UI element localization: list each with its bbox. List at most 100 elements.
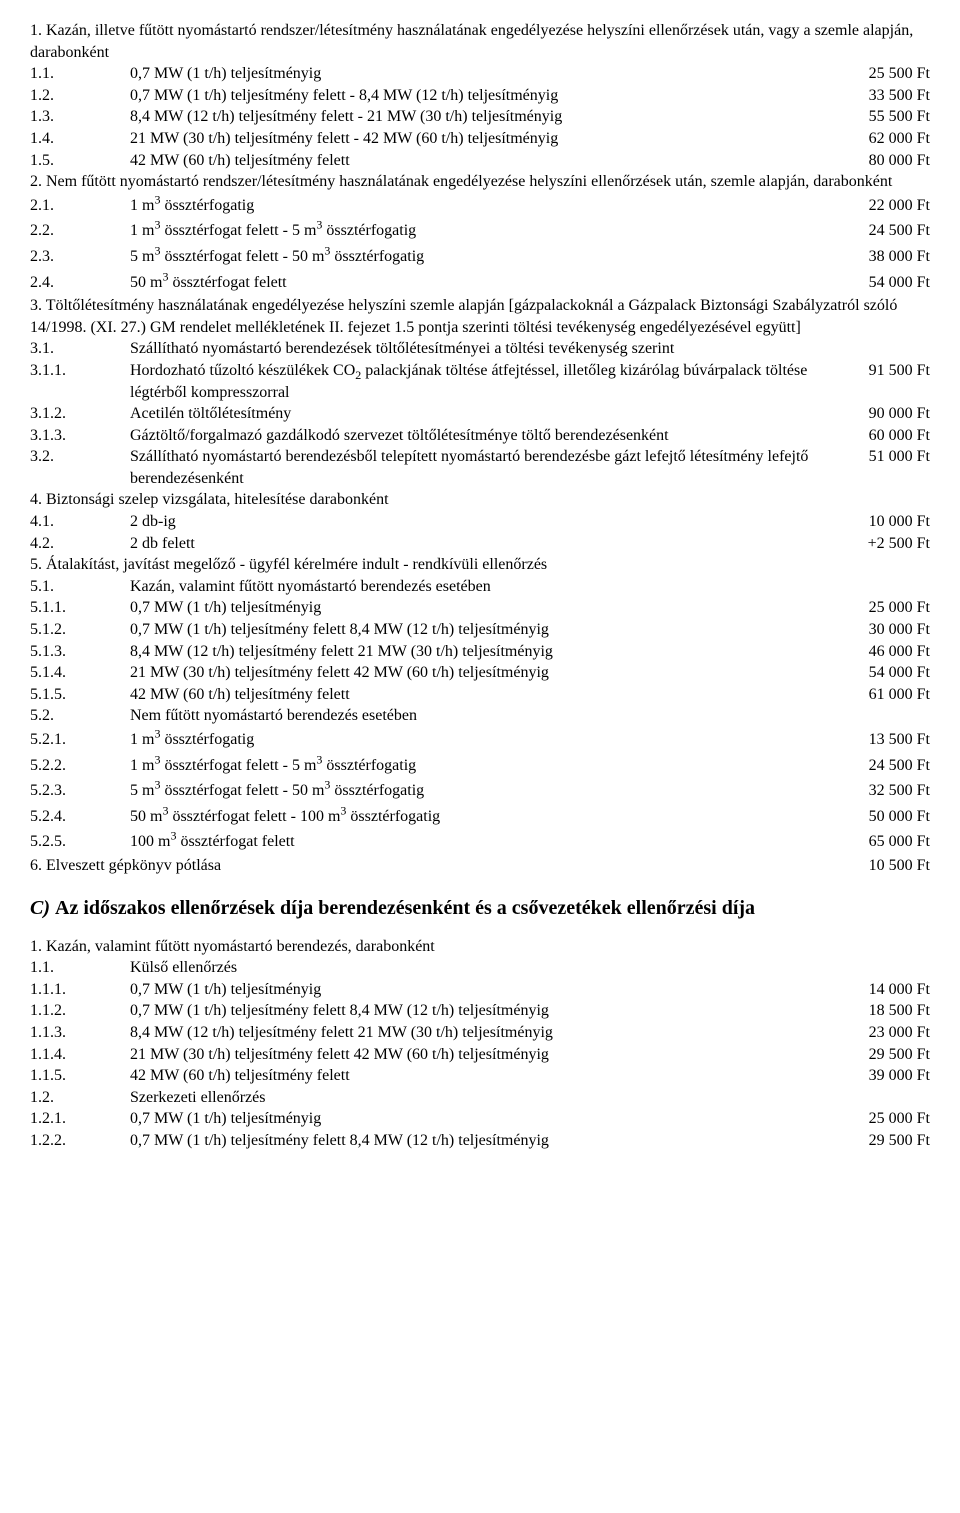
table-row: 3.1.2.Acetilén töltőlétesítmény90 000 Ft — [30, 403, 930, 425]
table-row: 1.2.2.0,7 MW (1 t/h) teljesítmény felett… — [30, 1130, 930, 1152]
row-text: Szerkezeti ellenőrzés — [130, 1087, 830, 1109]
row-6: 6. Elveszett gépkönyv pótlása 10 500 Ft — [30, 855, 930, 877]
row-text: 1 m3 össztérfogat felett - 5 m3 össztérf… — [130, 218, 830, 244]
row-price: 80 000 Ft — [830, 150, 930, 172]
row-price: 32 500 Ft — [830, 778, 930, 804]
row-price: 38 000 Ft — [830, 244, 930, 270]
row-num: 1.1.4. — [30, 1044, 130, 1066]
row-text: 5 m3 össztérfogat felett - 50 m3 össztér… — [130, 244, 830, 270]
row-price: +2 500 Ft — [830, 533, 930, 555]
table-row: 5.2.4.50 m3 össztérfogat felett - 100 m3… — [30, 804, 930, 830]
row-price: 62 000 Ft — [830, 128, 930, 150]
table-row: 1.1.1.0,7 MW (1 t/h) teljesítményig14 00… — [30, 979, 930, 1001]
row-text: 2 db-ig — [130, 511, 830, 533]
row-price: 10 000 Ft — [830, 511, 930, 533]
row-num: 3.1.2. — [30, 403, 130, 425]
row-num: 5.1.2. — [30, 619, 130, 641]
table-row: 5.2.3.5 m3 össztérfogat felett - 50 m3 ö… — [30, 778, 930, 804]
row-text: 1 m3 össztérfogatig — [130, 727, 830, 753]
section-3-intro: 3. Töltőlétesítmény használatának engedé… — [30, 295, 930, 338]
table-row: 1.1.2.0,7 MW (1 t/h) teljesítmény felett… — [30, 1000, 930, 1022]
heading-c-text: Az időszakos ellenőrzések díja berendezé… — [55, 897, 755, 919]
row-price: 23 000 Ft — [830, 1022, 930, 1044]
section-c-intro: 1. Kazán, valamint fűtött nyomástartó be… — [30, 936, 930, 958]
row-num: 1.5. — [30, 150, 130, 172]
row-text: 0,7 MW (1 t/h) teljesítmény felett - 8,4… — [130, 85, 830, 107]
row-num: 1.3. — [30, 106, 130, 128]
table-row: 2.1.1 m3 össztérfogatig22 000 Ft — [30, 193, 930, 219]
table-row: 4.2.2 db felett+2 500 Ft — [30, 533, 930, 555]
row-price: 25 000 Ft — [830, 1108, 930, 1130]
row-num: 1.2.2. — [30, 1130, 130, 1152]
row-price: 90 000 Ft — [830, 403, 930, 425]
row-num: 5.2.4. — [30, 804, 130, 830]
table-row: 1.1.4.21 MW (30 t/h) teljesítmény felett… — [30, 1044, 930, 1066]
row-price: 91 500 Ft — [830, 360, 930, 382]
table-row: 5.2.1.1 m3 össztérfogatig13 500 Ft — [30, 727, 930, 753]
row-num: 1.1.2. — [30, 1000, 130, 1022]
row-num: 1.1. — [30, 63, 130, 85]
row-num: 1.1.1. — [30, 979, 130, 1001]
row-c-1-2: 1.2. Szerkezeti ellenőrzés — [30, 1087, 930, 1109]
row-text: 21 MW (30 t/h) teljesítmény felett 42 MW… — [130, 662, 830, 684]
row-num: 5.2. — [30, 705, 130, 727]
row-text: 0,7 MW (1 t/h) teljesítmény felett 8,4 M… — [130, 1130, 830, 1152]
row-num: 3.1.3. — [30, 425, 130, 447]
row-price: 29 500 Ft — [830, 1044, 930, 1066]
row-price: 65 000 Ft — [830, 829, 930, 855]
row-text: 50 m3 össztérfogat felett — [130, 270, 830, 296]
row-num: 5.2.5. — [30, 829, 130, 855]
row-price: 54 000 Ft — [830, 270, 930, 296]
row-num: 4.1. — [30, 511, 130, 533]
table-row: 2.2.1 m3 össztérfogat felett - 5 m3 össz… — [30, 218, 930, 244]
table-row: 1.1.5.42 MW (60 t/h) teljesítmény felett… — [30, 1065, 930, 1087]
row-text: 0,7 MW (1 t/h) teljesítményig — [130, 597, 830, 619]
row-price: 18 500 Ft — [830, 1000, 930, 1022]
table-row: 1.5.42 MW (60 t/h) teljesítmény felett80… — [30, 150, 930, 172]
row-num: 5.1.4. — [30, 662, 130, 684]
row-text: Szállítható nyomástartó berendezések töl… — [130, 338, 830, 360]
row-3-1: 3.1. Szállítható nyomástartó berendezése… — [30, 338, 930, 360]
row-price: 54 000 Ft — [830, 662, 930, 684]
row-num: 5.1.5. — [30, 684, 130, 706]
row-num: 1.4. — [30, 128, 130, 150]
row-price: 24 500 Ft — [830, 218, 930, 244]
row-num: 4.2. — [30, 533, 130, 555]
row-text: 42 MW (60 t/h) teljesítmény felett — [130, 150, 830, 172]
row-price: 30 000 Ft — [830, 619, 930, 641]
row-price: 22 000 Ft — [830, 193, 930, 219]
row-num: 1.2.1. — [30, 1108, 130, 1130]
row-text: 5 m3 össztérfogat felett - 50 m3 össztér… — [130, 778, 830, 804]
section-5-intro: 5. Átalakítást, javítást megelőző - ügyf… — [30, 554, 930, 576]
row-5-2: 5.2. Nem fűtött nyomástartó berendezés e… — [30, 705, 930, 727]
row-num: 3.1.1. — [30, 360, 130, 382]
table-row: 1.2.0,7 MW (1 t/h) teljesítmény felett -… — [30, 85, 930, 107]
row-text: Külső ellenőrzés — [130, 957, 830, 979]
row-text: 6. Elveszett gépkönyv pótlása — [30, 855, 830, 877]
row-price: 10 500 Ft — [830, 855, 930, 877]
row-text: 0,7 MW (1 t/h) teljesítményig — [130, 1108, 830, 1130]
row-c-1-1: 1.1. Külső ellenőrzés — [30, 957, 930, 979]
row-text: 0,7 MW (1 t/h) teljesítmény felett 8,4 M… — [130, 619, 830, 641]
section-4-intro: 4. Biztonsági szelep vizsgálata, hiteles… — [30, 489, 930, 511]
row-num: 2.2. — [30, 218, 130, 244]
row-text: 21 MW (30 t/h) teljesítmény felett - 42 … — [130, 128, 830, 150]
row-text: 1 m3 össztérfogatig — [130, 193, 830, 219]
row-text: 0,7 MW (1 t/h) teljesítmény felett 8,4 M… — [130, 1000, 830, 1022]
row-num: 5.1. — [30, 576, 130, 598]
row-price: 33 500 Ft — [830, 85, 930, 107]
table-row: 2.3.5 m3 össztérfogat felett - 50 m3 öss… — [30, 244, 930, 270]
table-row: 1.1.3.8,4 MW (12 t/h) teljesítmény felet… — [30, 1022, 930, 1044]
row-text: 8,4 MW (12 t/h) teljesítmény felett - 21… — [130, 106, 830, 128]
table-row: 3.1.1.Hordozható tűzoltó készülékek CO2 … — [30, 360, 930, 403]
table-row: 5.2.5.100 m3 össztérfogat felett65 000 F… — [30, 829, 930, 855]
table-row: 1.4.21 MW (30 t/h) teljesítmény felett -… — [30, 128, 930, 150]
row-text: 1 m3 össztérfogat felett - 5 m3 össztérf… — [130, 753, 830, 779]
table-row: 5.1.3.8,4 MW (12 t/h) teljesítmény felet… — [30, 641, 930, 663]
table-row: 4.1.2 db-ig10 000 Ft — [30, 511, 930, 533]
row-num: 1.1. — [30, 957, 130, 979]
table-row: 2.4.50 m3 össztérfogat felett54 000 Ft — [30, 270, 930, 296]
row-text: 2 db felett — [130, 533, 830, 555]
row-text: Hordozható tűzoltó készülékek CO2 palack… — [130, 360, 830, 403]
row-num: 1.2. — [30, 85, 130, 107]
